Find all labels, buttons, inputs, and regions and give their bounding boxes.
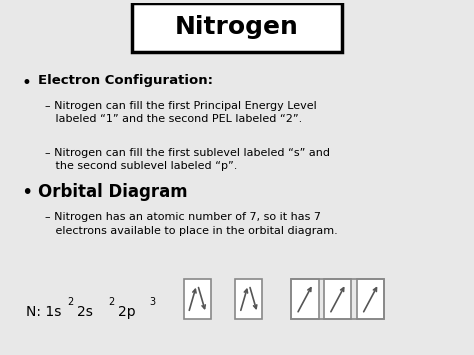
Text: N: 1s: N: 1s	[26, 305, 62, 319]
Bar	[292, 279, 384, 319]
Text: 2: 2	[108, 297, 114, 307]
Bar	[357, 279, 384, 319]
Text: Orbital Diagram: Orbital Diagram	[38, 183, 188, 201]
Bar	[324, 279, 351, 319]
Text: – Nitrogen can fill the first Principal Energy Level
   labeled “1” and the seco: – Nitrogen can fill the first Principal …	[45, 100, 317, 124]
Text: 2: 2	[67, 297, 73, 307]
Text: 2p: 2p	[118, 305, 136, 319]
Text: •: •	[21, 75, 31, 92]
Bar	[183, 279, 211, 319]
Text: – Nitrogen can fill the first sublevel labeled “s” and
   the second sublevel la: – Nitrogen can fill the first sublevel l…	[45, 148, 330, 171]
Text: 3: 3	[149, 297, 155, 307]
Text: Electron Configuration:: Electron Configuration:	[38, 75, 213, 87]
Text: Nitrogen: Nitrogen	[175, 15, 299, 39]
Text: •: •	[21, 183, 33, 202]
FancyBboxPatch shape	[132, 3, 342, 52]
Bar	[235, 279, 262, 319]
Bar	[292, 279, 319, 319]
Text: 2s: 2s	[77, 305, 93, 319]
Text: – Nitrogen has an atomic number of 7, so it has 7
   electrons available to plac: – Nitrogen has an atomic number of 7, so…	[45, 212, 337, 236]
